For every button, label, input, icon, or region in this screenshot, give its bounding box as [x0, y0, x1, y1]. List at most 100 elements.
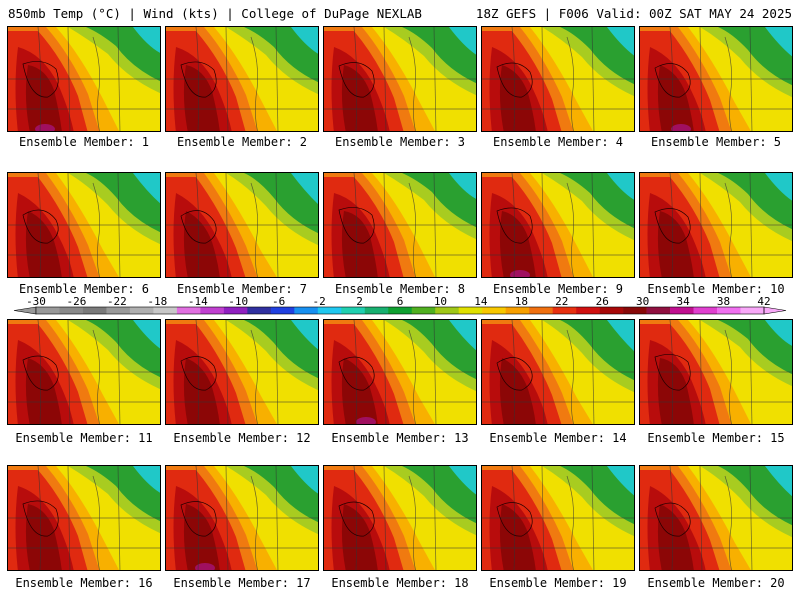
colorbar-swatch — [552, 307, 577, 314]
colorbar-tick-label: -18 — [147, 295, 167, 308]
colorbar-tick-label: 42 — [757, 295, 770, 308]
colorbar-swatch — [200, 307, 225, 314]
temperature-map — [482, 27, 634, 131]
ensemble-map-panel — [165, 172, 319, 278]
temperature-map — [482, 173, 634, 277]
colorbar-tick-label: 2 — [356, 295, 363, 308]
colorbar-tick-label: 34 — [676, 295, 690, 308]
ensemble-map-panel — [481, 465, 635, 571]
member-label: Ensemble Member: 18 — [331, 576, 469, 590]
colorbar-tick-label: 6 — [397, 295, 404, 308]
member-label: Ensemble Member: 2 — [176, 135, 308, 149]
temperature-map — [166, 320, 318, 424]
member-label: Ensemble Member: 4 — [492, 135, 624, 149]
colorbar-tick-label: -6 — [272, 295, 285, 308]
temperature-map — [482, 466, 634, 570]
ensemble-map-panel — [639, 465, 793, 571]
ensemble-map-panel — [7, 465, 161, 571]
colorbar-swatch — [693, 307, 718, 314]
member-label: Ensemble Member: 17 — [173, 576, 311, 590]
temperature-map — [640, 320, 792, 424]
colorbar-swatch — [341, 307, 366, 314]
temperature-map — [324, 466, 476, 570]
colorbar-swatch — [129, 307, 154, 314]
temperature-map — [166, 466, 318, 570]
ensemble-map-panel — [323, 26, 477, 132]
temperature-map — [482, 320, 634, 424]
colorbar-swatch — [576, 307, 600, 314]
member-label: Ensemble Member: 7 — [176, 282, 308, 296]
member-label: Ensemble Member: 14 — [489, 431, 627, 445]
ensemble-map-panel — [481, 319, 635, 425]
colorbar-tick-label: 26 — [596, 295, 609, 308]
colorbar-high-arrow — [763, 306, 787, 315]
temperature-map — [8, 466, 160, 570]
ensemble-map-panel — [7, 319, 161, 425]
member-label: Ensemble Member: 12 — [173, 431, 311, 445]
temperature-map — [166, 27, 318, 131]
colorbar-tick-label: -30 — [26, 295, 46, 308]
colorbar-swatch — [717, 307, 741, 314]
temperature-map — [166, 173, 318, 277]
member-label: Ensemble Member: 9 — [492, 282, 624, 296]
colorbar-tick-label: -22 — [107, 295, 127, 308]
colorbar-swatch — [59, 307, 84, 314]
colorbar-tick-label: 22 — [555, 295, 568, 308]
ensemble-map-panel — [639, 26, 793, 132]
colorbar-swatch — [740, 307, 765, 314]
colorbar-swatch — [388, 307, 413, 314]
member-label: Ensemble Member: 16 — [15, 576, 153, 590]
colorbar-low-arrow — [13, 306, 37, 315]
member-label: Ensemble Member: 5 — [650, 135, 782, 149]
colorbar-tick-label: 30 — [636, 295, 649, 308]
member-label: Ensemble Member: 11 — [15, 431, 153, 445]
colorbar-tick-label: 38 — [717, 295, 730, 308]
colorbar-swatch — [176, 307, 201, 314]
colorbar-tick-label: 14 — [474, 295, 488, 308]
colorbar-swatch — [364, 307, 389, 314]
colorbar-swatch — [317, 307, 342, 314]
member-label: Ensemble Member: 15 — [647, 431, 785, 445]
colorbar-swatch — [646, 307, 671, 314]
temperature-map — [8, 173, 160, 277]
colorbar-tick-label: 10 — [434, 295, 447, 308]
ensemble-map-panel — [481, 172, 635, 278]
colorbar-swatch — [36, 307, 60, 314]
colorbar-tick-label: -26 — [67, 295, 87, 308]
ensemble-map-panel — [7, 26, 161, 132]
temperature-map — [640, 173, 792, 277]
temperature-map — [640, 27, 792, 131]
colorbar-swatch — [411, 307, 436, 314]
temperature-map — [324, 320, 476, 424]
ensemble-map-panel — [481, 26, 635, 132]
colorbar-swatch — [670, 307, 694, 314]
temperature-map — [640, 466, 792, 570]
ensemble-map-panel — [165, 319, 319, 425]
temperature-map — [8, 320, 160, 424]
ensemble-map-panel — [165, 26, 319, 132]
colorbar-swatch — [482, 307, 506, 314]
colorbar-swatch — [458, 307, 483, 314]
colorbar-swatch — [505, 307, 530, 314]
temperature-map — [324, 27, 476, 131]
chart-title: 850mb Temp (°C) | Wind (kts) | College o… — [8, 6, 422, 21]
temperature-map — [8, 27, 160, 131]
ensemble-map-panel — [323, 465, 477, 571]
colorbar-swatch — [223, 307, 248, 314]
member-label: Ensemble Member: 3 — [334, 135, 466, 149]
colorbar-tick-label: 18 — [515, 295, 528, 308]
ensemble-map-panel — [323, 319, 477, 425]
colorbar-swatch — [153, 307, 178, 314]
colorbar-tick-label: -2 — [312, 295, 325, 308]
member-label: Ensemble Member: 10 — [647, 282, 785, 296]
ensemble-map-panel — [323, 172, 477, 278]
member-label: Ensemble Member: 19 — [489, 576, 627, 590]
temperature-map — [324, 173, 476, 277]
colorbar-swatch — [623, 307, 647, 314]
colorbar-swatch — [294, 307, 319, 314]
colorbar-swatch — [599, 307, 624, 314]
ensemble-map-panel — [7, 172, 161, 278]
member-label: Ensemble Member: 1 — [18, 135, 150, 149]
run-info: 18Z GEFS | F006 Valid: 00Z SAT MAY 24 20… — [475, 6, 792, 21]
colorbar-swatch — [247, 307, 272, 314]
